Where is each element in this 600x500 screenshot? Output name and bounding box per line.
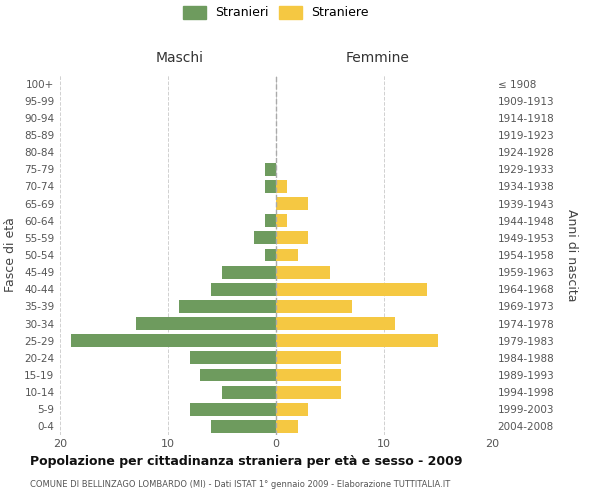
Bar [276,300,352,313]
Bar [276,420,298,433]
Bar [265,163,276,175]
Bar [190,403,276,415]
Bar [276,352,341,364]
Bar [276,403,308,415]
Bar [276,266,330,278]
Bar [276,197,308,210]
Bar [265,248,276,262]
Bar [276,386,341,398]
Bar [211,283,276,296]
Bar [136,317,276,330]
Bar [71,334,276,347]
Text: COMUNE DI BELLINZAGO LOMBARDO (MI) - Dati ISTAT 1° gennaio 2009 - Elaborazione T: COMUNE DI BELLINZAGO LOMBARDO (MI) - Dat… [30,480,450,489]
Bar [190,352,276,364]
Bar [222,266,276,278]
Bar [211,420,276,433]
Bar [265,180,276,193]
Bar [276,334,438,347]
Text: Popolazione per cittadinanza straniera per età e sesso - 2009: Popolazione per cittadinanza straniera p… [30,455,463,468]
Bar [276,232,308,244]
Bar [179,300,276,313]
Bar [276,283,427,296]
Y-axis label: Fasce di età: Fasce di età [4,218,17,292]
Bar [276,368,341,382]
Bar [276,248,298,262]
Y-axis label: Anni di nascita: Anni di nascita [565,209,578,301]
Bar [222,386,276,398]
Legend: Stranieri, Straniere: Stranieri, Straniere [179,2,373,23]
Bar [276,214,287,227]
Bar [276,180,287,193]
Bar [254,232,276,244]
Bar [276,317,395,330]
Text: Maschi: Maschi [156,51,204,65]
Text: Femmine: Femmine [346,51,410,65]
Bar [200,368,276,382]
Bar [265,214,276,227]
